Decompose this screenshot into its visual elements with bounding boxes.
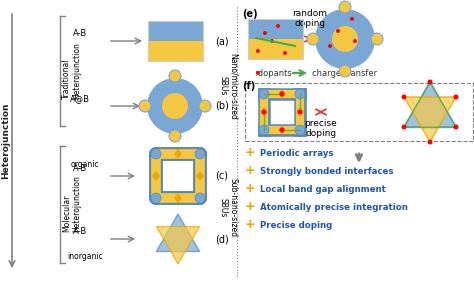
Text: (c): (c) — [215, 171, 228, 181]
Text: (e): (e) — [242, 9, 258, 19]
Text: +: + — [245, 146, 255, 160]
Text: (a): (a) — [215, 36, 228, 46]
Text: :dopants: :dopants — [255, 69, 292, 78]
Polygon shape — [174, 193, 182, 203]
Circle shape — [401, 94, 407, 99]
Text: Atomically precise integration: Atomically precise integration — [260, 203, 408, 212]
Circle shape — [151, 149, 161, 159]
Polygon shape — [278, 89, 286, 99]
Text: charge transfer: charge transfer — [312, 69, 377, 78]
Polygon shape — [260, 107, 268, 117]
Circle shape — [169, 70, 181, 82]
Circle shape — [401, 124, 407, 130]
Text: +: + — [245, 219, 255, 232]
Circle shape — [339, 1, 351, 13]
Text: +: + — [245, 164, 255, 178]
Circle shape — [276, 24, 280, 28]
Text: Nano/micro-sized
SBUs: Nano/micro-sized SBUs — [219, 53, 237, 119]
Polygon shape — [196, 171, 204, 181]
Text: A-B: A-B — [73, 29, 87, 38]
Circle shape — [270, 39, 274, 43]
Circle shape — [350, 17, 354, 21]
Circle shape — [295, 89, 305, 99]
Text: Precise doping: Precise doping — [260, 221, 332, 230]
Circle shape — [454, 94, 458, 99]
Circle shape — [280, 128, 284, 133]
FancyBboxPatch shape — [148, 41, 203, 61]
Text: (d): (d) — [215, 234, 229, 244]
Circle shape — [195, 193, 205, 203]
Circle shape — [263, 31, 267, 35]
Text: (f): (f) — [242, 81, 255, 91]
Polygon shape — [404, 82, 456, 127]
Circle shape — [428, 80, 432, 85]
Circle shape — [162, 93, 188, 119]
Circle shape — [199, 100, 211, 112]
Text: Molecular
Heterojunction: Molecular Heterojunction — [62, 176, 82, 232]
Text: Periodic arrays: Periodic arrays — [260, 148, 334, 157]
Circle shape — [315, 9, 375, 69]
Circle shape — [295, 125, 305, 135]
Circle shape — [262, 110, 266, 114]
Circle shape — [151, 193, 161, 203]
Text: A-B: A-B — [73, 164, 87, 173]
Text: Traditional
Heterojunction: Traditional Heterojunction — [62, 42, 82, 99]
Text: +: + — [245, 201, 255, 214]
Text: (b): (b) — [215, 101, 229, 111]
Circle shape — [256, 71, 260, 75]
Circle shape — [259, 125, 269, 135]
Polygon shape — [152, 171, 160, 181]
Circle shape — [454, 124, 458, 130]
Circle shape — [307, 33, 319, 45]
Circle shape — [195, 149, 205, 159]
Circle shape — [328, 44, 332, 48]
Polygon shape — [156, 214, 200, 251]
Polygon shape — [296, 107, 304, 117]
FancyBboxPatch shape — [248, 39, 303, 59]
Text: +: + — [245, 182, 255, 196]
FancyBboxPatch shape — [248, 19, 303, 39]
Circle shape — [339, 65, 351, 77]
Polygon shape — [278, 125, 286, 135]
Circle shape — [259, 89, 269, 99]
Circle shape — [428, 139, 432, 144]
Text: Heterojunction: Heterojunction — [1, 103, 10, 179]
Text: organic: organic — [71, 160, 100, 169]
Circle shape — [332, 26, 358, 52]
Polygon shape — [174, 149, 182, 159]
FancyBboxPatch shape — [148, 21, 203, 41]
Circle shape — [353, 39, 357, 43]
Circle shape — [147, 78, 203, 134]
Circle shape — [256, 49, 260, 53]
Circle shape — [280, 92, 284, 96]
Text: Strongly bonded interfaces: Strongly bonded interfaces — [260, 167, 393, 176]
Circle shape — [371, 33, 383, 45]
Text: Local band gap alignment: Local band gap alignment — [260, 185, 386, 194]
Circle shape — [336, 29, 340, 33]
Text: A@B: A@B — [70, 94, 90, 103]
Polygon shape — [156, 226, 200, 264]
Text: inorganic: inorganic — [67, 252, 103, 261]
Text: precise
doping: precise doping — [305, 119, 337, 139]
Text: A-B: A-B — [73, 227, 87, 236]
Circle shape — [298, 110, 302, 114]
Circle shape — [169, 130, 181, 142]
Text: Sub-nano-sized
SBUs: Sub-nano-sized SBUs — [219, 178, 237, 237]
Text: random
doping: random doping — [292, 9, 328, 28]
Circle shape — [139, 100, 151, 112]
Circle shape — [283, 51, 287, 55]
Polygon shape — [404, 97, 456, 142]
